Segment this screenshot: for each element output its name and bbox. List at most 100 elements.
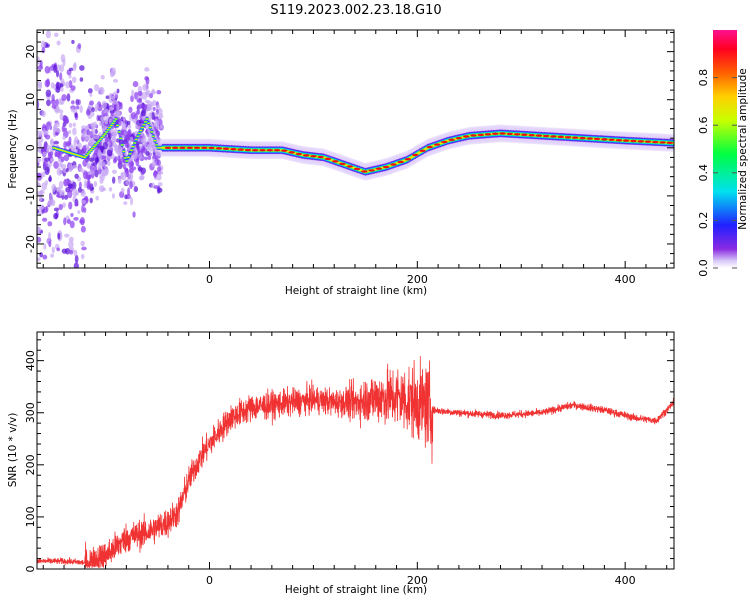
- spectrogram-noise-point: [83, 207, 87, 214]
- spectrogram-noise-point: [125, 133, 131, 141]
- spectrogram-noise-point: [102, 168, 109, 177]
- spectrogram-noise-point: [107, 160, 111, 167]
- spectrogram-noise-point: [68, 236, 74, 242]
- spectrogram-noise-point: [142, 103, 148, 111]
- spectrogram-noise-point: [144, 156, 148, 161]
- spectrogram-noise-point: [75, 98, 80, 106]
- spectrogram-band: [140, 127, 145, 129]
- colorbar-tick-label: 0.2: [697, 212, 710, 230]
- spectrogram-noise-point: [50, 157, 55, 163]
- spectrogram-noise-point: [39, 252, 43, 258]
- spectrogram-noise-point: [120, 171, 127, 181]
- spectrogram-xtick-label: 400: [615, 273, 636, 286]
- spectrogram-noise-point: [101, 100, 107, 110]
- spectrogram-peak: [419, 149, 426, 153]
- spectrogram-peak: [382, 165, 390, 169]
- spectrogram-noise-point: [112, 99, 119, 105]
- spectrogram-noise-point: [152, 145, 158, 153]
- spectrogram-noise-point: [121, 122, 127, 130]
- spectrogram-noise-point: [141, 108, 147, 117]
- spectrogram-noise-point: [63, 217, 67, 226]
- snr-ytick-label: 0: [24, 566, 37, 573]
- spectrogram-peak: [462, 135, 470, 138]
- spectrogram-noise-point: [149, 93, 154, 99]
- spectrogram-noise-point: [64, 233, 70, 238]
- spectrogram-band: [86, 153, 90, 155]
- spectrogram-peak: [186, 146, 193, 149]
- colorbar-tick-label: 0.4: [697, 164, 710, 182]
- spectrogram-band: [126, 156, 131, 158]
- spectrogram-noise-point: [43, 243, 47, 250]
- spectrogram-noise-point: [128, 106, 133, 114]
- spectrogram-noise-point: [98, 152, 103, 159]
- spectrogram-peak: [521, 133, 528, 136]
- spectrogram-noise-point: [159, 123, 164, 130]
- spectrogram-noise-point: [82, 144, 87, 153]
- spectrogram-noise-point: [65, 247, 71, 255]
- spectrogram-noise-point: [156, 166, 162, 172]
- spectrogram-noise-point: [80, 225, 86, 233]
- spectrogram-noise-point: [157, 182, 163, 187]
- spectrogram-noise-point: [147, 155, 152, 161]
- spectrogram-noise-point: [117, 176, 122, 184]
- spectrogram-peak: [353, 167, 361, 171]
- spectrogram-noise-point: [73, 262, 79, 268]
- spectrogram-noise-point: [82, 171, 89, 180]
- spectrogram-noise-point: [53, 140, 60, 145]
- spectrogram-noise-point: [68, 129, 72, 135]
- spectrogram-noise-point: [37, 208, 40, 214]
- spectrogram-noise-point: [80, 274, 86, 279]
- spectrogram-peak: [390, 163, 397, 166]
- spectrogram-noise-point: [85, 125, 90, 130]
- spectrogram-noise-point: [37, 257, 41, 262]
- spectrogram-noise-point: [104, 118, 109, 125]
- spectrogram-peak: [375, 167, 383, 170]
- spectrogram-noise-point: [99, 175, 103, 180]
- spectrogram-noise-point: [87, 180, 91, 187]
- spectrogram-band: [94, 144, 98, 146]
- spectrogram-noise-point: [50, 267, 52, 268]
- spectrogram-noise-point: [79, 105, 83, 113]
- spectrogram-noise-point: [74, 112, 78, 118]
- spectrogram-noise-point: [118, 158, 122, 166]
- spectrogram-noise-point: [137, 104, 143, 109]
- spectrogram-noise-point: [82, 18, 87, 23]
- spectrogram-noise-point: [100, 116, 104, 122]
- spectrogram-peak: [506, 132, 514, 136]
- spectrogram-band: [105, 131, 109, 133]
- spectrogram-band: [123, 157, 127, 159]
- spectrogram-noise-point: [46, 99, 51, 107]
- colorbar-tick-label: 0.0: [697, 259, 710, 277]
- spectrogram-peak: [470, 134, 477, 137]
- spectrogram-noise-point: [59, 294, 64, 302]
- spectrogram-noise-point: [129, 196, 133, 206]
- spectrogram-noise-point: [142, 83, 148, 92]
- spectrogram-noise-point: [127, 124, 132, 129]
- spectrogram-noise-point: [157, 170, 164, 175]
- spectrogram-noise-point: [142, 115, 147, 121]
- snr-ytick-label: 200: [24, 454, 37, 475]
- spectrogram-noise-point: [112, 158, 117, 164]
- spectrogram-band: [119, 137, 123, 139]
- spectrogram-peak: [324, 157, 332, 161]
- spectrogram-noise-point: [92, 121, 98, 128]
- snr-xtick-label: 400: [615, 574, 636, 587]
- spectrogram-noise-point: [67, 218, 71, 224]
- spectrogram-noise-point: [40, 40, 46, 49]
- spectrogram-noise-point: [42, 151, 47, 156]
- spectrogram-noise-point: [81, 132, 88, 138]
- spectrogram-noise-point: [154, 111, 158, 117]
- spectrogram-noise-point: [120, 187, 125, 194]
- spectrogram-peak: [412, 153, 419, 157]
- spectrogram-noise-point: [73, 139, 77, 148]
- spectrogram-noise-point: [59, 113, 64, 121]
- spectrogram-band: [114, 118, 118, 120]
- spectrogram-peak: [244, 148, 252, 152]
- spectrogram-noise-point: [81, 246, 87, 251]
- spectrogram-noise-point: [144, 76, 149, 81]
- spectrogram-noise-point: [61, 94, 67, 102]
- spectrogram-noise-point: [69, 220, 75, 229]
- spectrogram-peak: [579, 136, 586, 140]
- spectrogram-peak: [586, 137, 594, 140]
- spectrogram-noise-point: [69, 250, 74, 255]
